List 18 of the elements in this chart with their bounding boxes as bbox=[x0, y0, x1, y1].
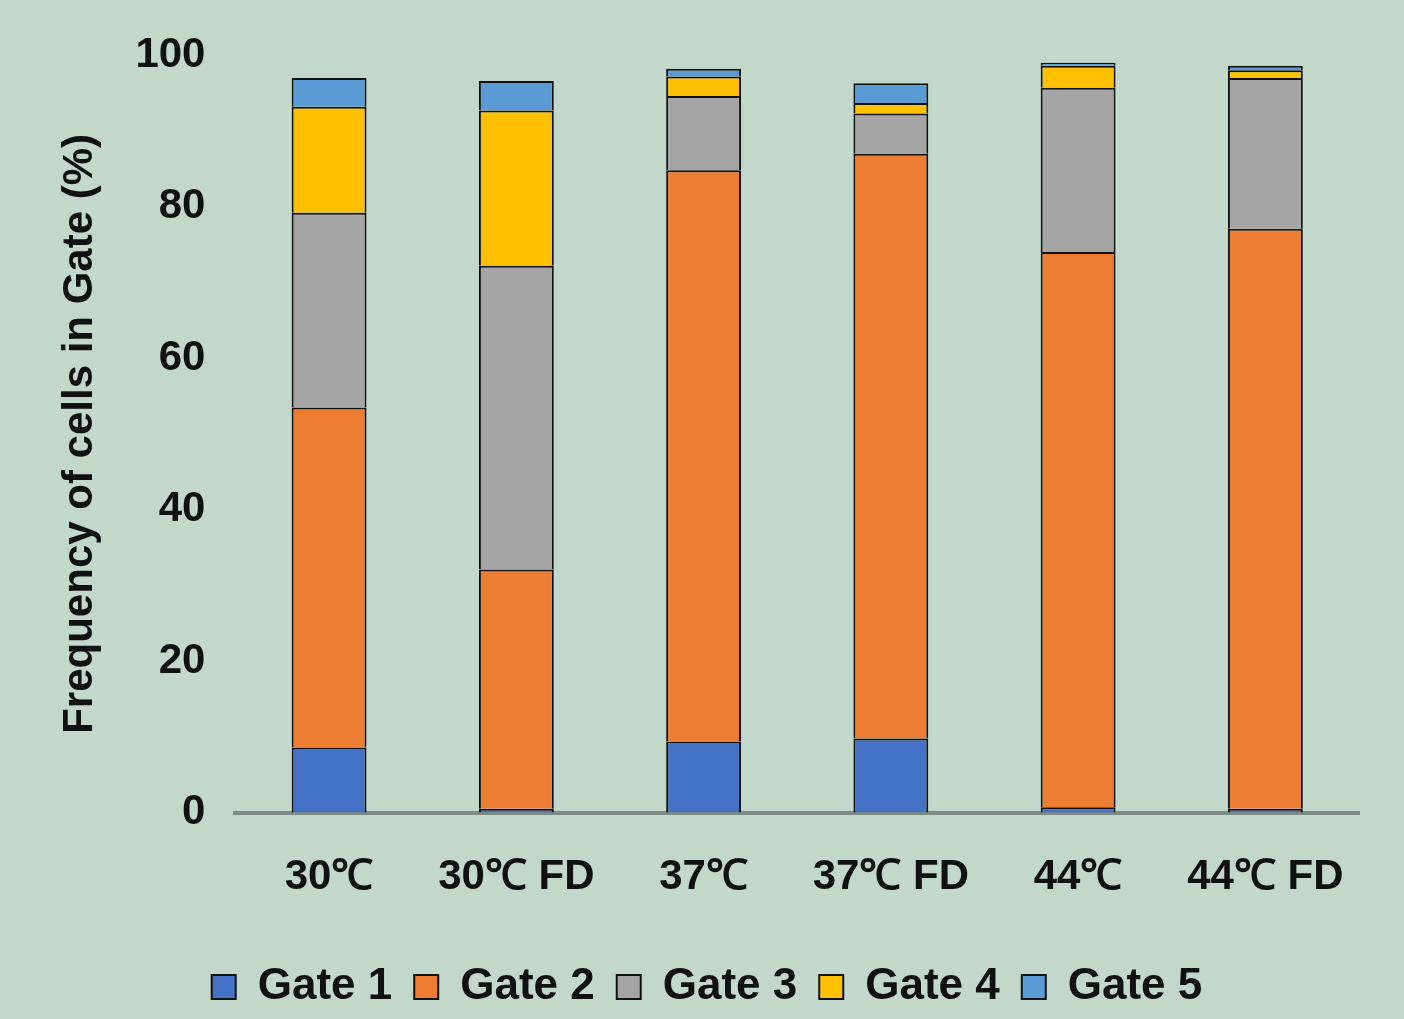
x-tick-label: 37℃ FD bbox=[812, 851, 970, 899]
legend-label: Gate 2 bbox=[460, 959, 595, 1009]
legend-label: Gate 4 bbox=[865, 959, 1001, 1009]
y-tick-label: 0 bbox=[182, 786, 206, 834]
legend-label: Gate 1 bbox=[257, 959, 393, 1009]
x-tick-label: 44℃ FD bbox=[1187, 851, 1344, 899]
y-tick-label: 60 bbox=[158, 331, 206, 379]
y-axis-title: Frequency of cells in Gate (%) bbox=[53, 133, 101, 734]
y-tick-label: 20 bbox=[158, 634, 206, 682]
y-tick-label: 100 bbox=[135, 28, 206, 76]
x-tick-label: 37℃ bbox=[659, 851, 748, 899]
x-tick-label: 30℃ bbox=[284, 851, 374, 899]
y-tick-label: 80 bbox=[158, 180, 206, 228]
legend-label: Gate 3 bbox=[662, 959, 798, 1009]
x-tick-label: 44℃ bbox=[1033, 851, 1123, 899]
x-tick-label: 30℃ FD bbox=[438, 851, 595, 899]
y-tick-label: 40 bbox=[158, 483, 206, 531]
legend-label: Gate 5 bbox=[1067, 959, 1203, 1009]
